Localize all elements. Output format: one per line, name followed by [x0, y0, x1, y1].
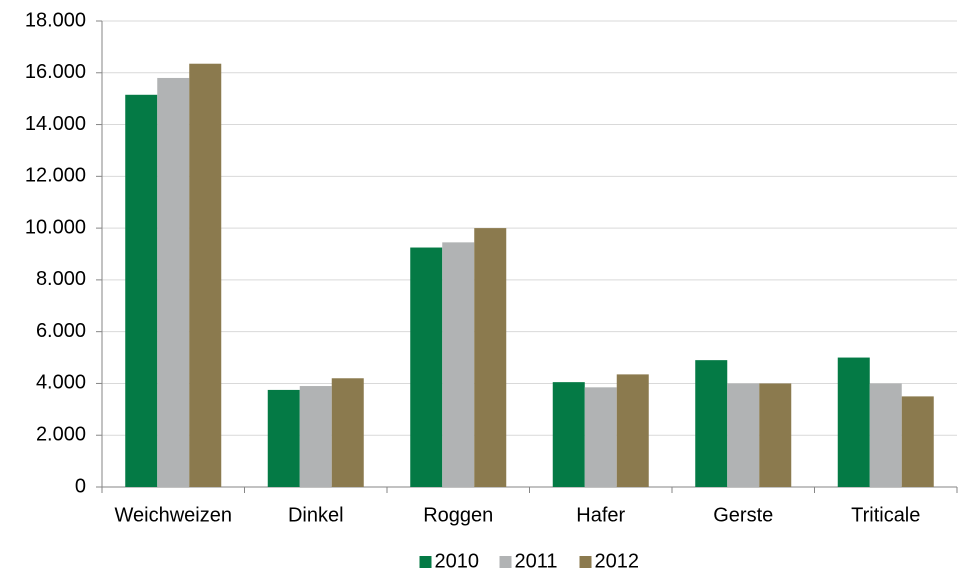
- bar: [474, 228, 507, 487]
- x-tick-label: Weichweizen: [115, 504, 232, 526]
- legend-swatch: [499, 556, 512, 568]
- x-tick-label: Gerste: [713, 504, 773, 526]
- bar: [125, 94, 158, 488]
- bar: [157, 77, 190, 487]
- y-tick-label: 14.000: [25, 113, 86, 135]
- y-tick-label: 8.000: [36, 268, 86, 290]
- bar: [552, 382, 585, 487]
- bar: [869, 383, 902, 487]
- bar: [584, 387, 617, 487]
- bar: [331, 378, 364, 487]
- x-tick-label: Triticale: [851, 504, 920, 526]
- bar: [410, 247, 443, 487]
- bar: [616, 374, 649, 487]
- bar: [727, 383, 760, 487]
- y-tick-label: 12.000: [25, 165, 86, 187]
- bar: [695, 360, 728, 487]
- x-tick-label: Dinkel: [288, 504, 344, 526]
- y-tick-label: 4.000: [36, 372, 86, 394]
- y-tick-label: 2.000: [36, 424, 86, 446]
- legend-swatch: [579, 556, 592, 568]
- bar: [837, 357, 870, 487]
- y-tick-label: 10.000: [25, 216, 86, 238]
- y-tick-label: 18.000: [25, 9, 86, 31]
- bar: [901, 396, 934, 487]
- legend-label: 2010: [435, 550, 480, 572]
- bar: [442, 242, 475, 487]
- legend-label: 2012: [595, 550, 640, 572]
- legend-swatch: [419, 556, 432, 568]
- bar: [299, 386, 332, 487]
- bar: [759, 383, 792, 487]
- bar: [189, 63, 222, 487]
- y-tick-label: 16.000: [25, 61, 86, 83]
- bar: [267, 389, 300, 487]
- x-tick-label: Roggen: [423, 504, 493, 526]
- y-tick-label: 0: [75, 475, 86, 497]
- legend-label: 2011: [515, 550, 558, 572]
- y-tick-label: 6.000: [36, 320, 86, 342]
- x-tick-label: Hafer: [576, 504, 625, 526]
